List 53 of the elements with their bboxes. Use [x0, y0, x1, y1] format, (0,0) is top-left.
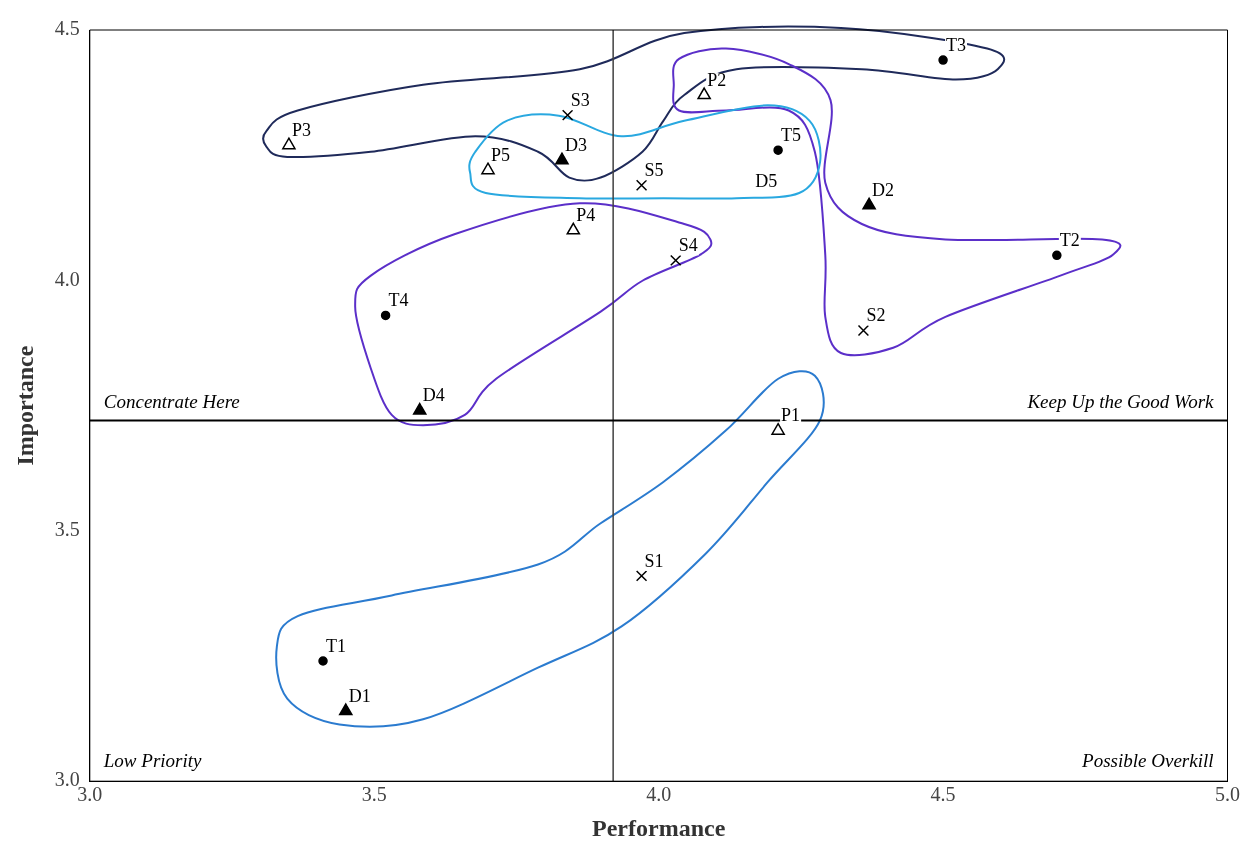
annotation: T4: [388, 290, 409, 311]
x-tick-label: 4.5: [930, 783, 956, 806]
point: [938, 55, 948, 65]
annotation: D2: [872, 180, 895, 201]
point: [771, 422, 785, 435]
annotation: P4: [576, 205, 596, 226]
annotation: S2: [866, 305, 886, 326]
y-tick-label: 4.5: [54, 17, 80, 40]
point: [773, 145, 783, 155]
point: [566, 222, 581, 235]
annotation: D5: [755, 171, 778, 192]
x-axis-title: Performance: [592, 814, 726, 841]
point: [670, 254, 682, 267]
annotation: D3: [564, 134, 587, 155]
y-tick-label: 3.5: [54, 518, 80, 541]
annotation: P1: [781, 405, 801, 426]
annotation: D4: [422, 385, 445, 406]
y-tick-label: 4.0: [54, 267, 80, 290]
x-tick-label: 5.0: [1215, 783, 1240, 806]
point: [697, 87, 711, 100]
point: [282, 137, 296, 150]
annotation: S4: [678, 235, 698, 256]
annotation: T3: [946, 34, 967, 55]
annotation: S3: [570, 89, 590, 110]
x-tick-label: 4.0: [646, 783, 672, 806]
annotation: S1: [644, 550, 664, 571]
point: [338, 703, 353, 716]
annotation: Possible Overkill: [1081, 749, 1214, 771]
point: [555, 152, 569, 165]
annotation: T2: [1059, 230, 1080, 251]
point: [380, 310, 391, 321]
point: [412, 402, 427, 415]
annotation: P5: [490, 144, 511, 165]
point: [1052, 250, 1062, 261]
annotation: S5: [644, 159, 664, 180]
annotation: T1: [326, 635, 347, 656]
annotation: Concentrate Here: [103, 391, 240, 413]
point: [481, 162, 495, 175]
point: [561, 109, 574, 121]
point: [635, 570, 648, 582]
point: [635, 179, 648, 191]
annotation: P3: [291, 119, 311, 140]
point: [318, 656, 328, 666]
annotation: T5: [781, 124, 802, 145]
annotation: Low Priority: [102, 749, 203, 771]
point: [862, 197, 876, 210]
x-tick-label: 3.0: [77, 783, 103, 806]
y-axis-title: Importance: [11, 345, 38, 466]
annotation: P2: [707, 69, 727, 90]
x-tick-label: 3.5: [361, 783, 387, 806]
annotation: Keep Up the Good Work: [1026, 391, 1215, 413]
annotation: D1: [348, 685, 371, 706]
point: [857, 324, 870, 337]
